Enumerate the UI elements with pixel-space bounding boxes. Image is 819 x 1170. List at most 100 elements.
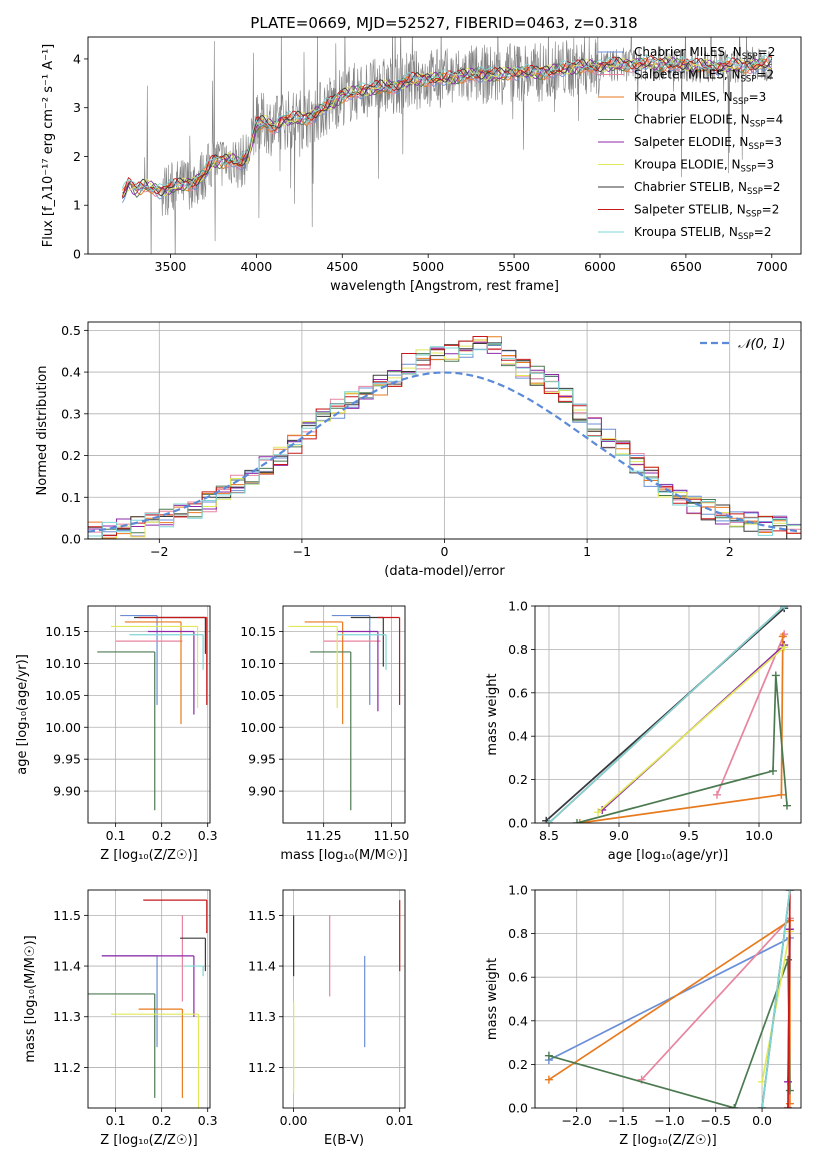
spectrum-legend: Chabrier MILES, NSSP=2 Salpeter MILES, NS…	[598, 45, 783, 242]
x-tick-label: 0.1	[106, 828, 126, 843]
x-tick-label: −0.5	[701, 1113, 731, 1128]
x-axis-label: Z [log₁₀(Z/Z☉)]	[619, 1133, 716, 1148]
x-tick-label: 9.5	[679, 828, 699, 843]
weight-point	[785, 1086, 794, 1095]
y-tick-label: 9.90	[248, 784, 276, 799]
x-axis-label: mass [log₁₀(M/M☉)]	[280, 848, 407, 863]
x-tick-label: 11.50	[374, 828, 410, 843]
y-tick-label: 9.95	[248, 752, 276, 767]
spectrum-series-group	[121, 37, 773, 254]
x-tick-label: −1.0	[654, 1113, 684, 1128]
y-tick-label: 0.2	[508, 1057, 528, 1072]
errorbar-group	[293, 900, 401, 1093]
x-axis-label: (data-model)/error	[384, 564, 505, 579]
legend-entry: Chabrier STELIB, NSSP=2	[634, 180, 781, 197]
axes-frame	[87, 36, 802, 255]
histogram-group	[88, 336, 801, 539]
legend-entry: Kroupa MILES, NSSP=3	[634, 90, 766, 107]
weight-point	[783, 801, 791, 810]
weight-vs-age-plot: 8.5 9.0 9.5 10.0 0.0 0.2 0.4 0.6 0.8 1.0 age [log₁…	[485, 599, 802, 863]
x-tick-label: 3500	[155, 259, 187, 274]
weight-line-salpeter-miles	[716, 633, 785, 796]
x-tick-label: −2	[150, 544, 168, 559]
weight-series-group	[542, 606, 791, 823]
x-axis-label: E(B-V)	[324, 1133, 364, 1148]
weight-point	[771, 671, 780, 680]
age-vs-mass-plot: 11.25 11.50 9.90 9.95 10.00 10.05 10.10 10.15 ma…	[240, 605, 410, 863]
x-tick-label: −1	[293, 544, 311, 559]
y-tick-label: 0.4	[508, 1013, 528, 1028]
y-tick-label: 11.5	[248, 908, 276, 923]
y-tick-label: 0.0	[508, 1101, 528, 1116]
weight-point	[730, 1104, 739, 1108]
x-axis-label: age [log₁₀(age/yr)]	[608, 848, 729, 863]
legend-entry: Kroupa ELODIE, NSSP=3	[634, 158, 774, 175]
y-tick-label: 10.10	[45, 656, 81, 671]
weight-point	[785, 1099, 794, 1108]
y-tick-label: 10.05	[45, 688, 81, 703]
histogram-step-kroupa-stelib	[88, 343, 801, 537]
x-tick-label: 1	[583, 544, 591, 559]
weight-line-chabrier-elodie	[576, 675, 788, 823]
x-tick-label: 5000	[412, 259, 444, 274]
x-tick-label: 0.2	[152, 828, 172, 843]
x-tick-label: 0.00	[280, 1113, 308, 1128]
y-tick-label: 10.00	[45, 720, 81, 735]
x-tick-label: 4500	[326, 259, 358, 274]
y-axis-label: mass weight	[485, 673, 500, 755]
y-tick-label: 10.00	[240, 720, 276, 735]
y-tick-label: 11.4	[248, 959, 276, 974]
weight-vs-metallicity-plot: −2.0 −1.5 −1.0 −0.5 0.0 0.0 0.2 0.4 0.6 0.8 1.0 Z […	[485, 883, 802, 1148]
legend-entry: Chabrier ELODIE, NSSP=4	[634, 113, 783, 130]
legend-entry: Kroupa STELIB, NSSP=2	[634, 225, 772, 242]
x-tick-label: 7000	[756, 259, 788, 274]
x-tick-label: 0.3	[198, 828, 218, 843]
residual-histogram-plot: −2 −1 0 1 2 0.0 0.1 0.2 0.3 0.4 0.5 (data-model)/er…	[35, 321, 802, 579]
normal-distribution-curve	[88, 371, 801, 533]
y-tick-label: 0.2	[61, 448, 81, 463]
x-tick-label: 5500	[498, 259, 530, 274]
y-tick-label: 10.05	[240, 688, 276, 703]
y-tick-label: 0.6	[508, 970, 528, 985]
weight-line-salpeter-miles	[640, 917, 791, 1081]
weight-point	[544, 1075, 553, 1084]
y-tick-label: 1	[73, 198, 81, 213]
mass-vs-metallicity-plot: 0.1 0.2 0.3 11.2 11.3 11.4 11.5 Z [log₁₀(Z/Z☉)]…	[23, 889, 218, 1148]
axes-frame	[87, 605, 211, 824]
errorbar-group	[88, 899, 208, 1108]
axes-frame	[534, 889, 802, 1109]
histogram-step-kroupa-elodie	[88, 339, 801, 539]
y-axis-label: Normed distribution	[35, 366, 50, 496]
axes-frame	[87, 889, 211, 1109]
x-tick-label: 0	[441, 544, 449, 559]
weight-point	[594, 808, 602, 817]
legend-entry: Chabrier MILES, NSSP=2	[634, 45, 775, 62]
weight-point	[780, 643, 789, 652]
axes-frame	[282, 889, 406, 1109]
x-tick-label: 11.25	[306, 828, 342, 843]
axes-frame	[282, 605, 406, 824]
y-tick-label: 11.5	[53, 908, 81, 923]
weight-line-salpeter-stelib	[787, 890, 791, 1108]
y-tick-label: 10.15	[240, 624, 276, 639]
y-tick-label: 4	[73, 51, 81, 66]
y-tick-label: 3	[73, 100, 81, 115]
weight-line-kroupa-elodie	[761, 931, 791, 1082]
weight-point	[544, 1051, 553, 1060]
y-axis-label: Flux [f_λ10⁻¹⁷ erg cm⁻² s⁻¹ A⁻¹]	[41, 44, 56, 248]
x-tick-label: 0.1	[106, 1113, 126, 1128]
y-tick-label: 11.2	[53, 1060, 81, 1075]
weight-line-kroupa-stelib	[548, 606, 785, 823]
figure-title: PLATE=0669, MJD=52527, FIBERID=0463, z=0…	[250, 14, 637, 32]
x-tick-label: 0.3	[198, 1113, 218, 1128]
model-spectrum-line-kroupa-stelib	[121, 54, 772, 192]
y-axis-label: mass weight	[485, 958, 500, 1040]
weight-point	[769, 766, 777, 775]
axes-frame	[87, 321, 802, 540]
y-tick-label: 0.4	[508, 729, 528, 744]
x-tick-label: 2	[726, 544, 734, 559]
age-vs-metallicity-plot: 0.1 0.2 0.3 9.90 9.95 10.00 10.05 10.10 10.15 Z […	[15, 605, 218, 863]
model-spectrum-line-kroupa-miles	[122, 58, 772, 196]
x-tick-label: 9.0	[609, 828, 629, 843]
axes-frame	[534, 605, 802, 824]
